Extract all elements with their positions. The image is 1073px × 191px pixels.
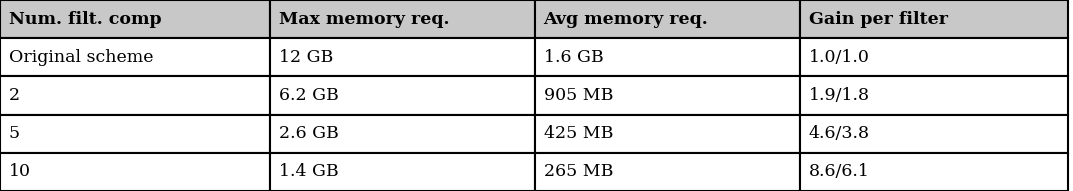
Bar [0,76,270,115]
Text: 2: 2 [9,87,19,104]
Text: 1.6 GB: 1.6 GB [544,49,603,66]
Text: 2.6 GB: 2.6 GB [279,125,338,142]
Bar [0,153,270,191]
Bar [535,115,800,153]
Bar [0,115,270,153]
Bar [800,115,1068,153]
Text: 425 MB: 425 MB [544,125,613,142]
Bar [800,153,1068,191]
Text: 1.4 GB: 1.4 GB [279,163,338,180]
Bar [800,76,1068,115]
Text: 10: 10 [9,163,31,180]
Text: Avg memory req.: Avg memory req. [544,11,708,28]
Bar [800,0,1068,38]
Text: Gain per filter: Gain per filter [809,11,947,28]
Text: 6.2 GB: 6.2 GB [279,87,338,104]
Bar [270,115,535,153]
Bar [800,38,1068,76]
Text: 4.6/3.8: 4.6/3.8 [809,125,869,142]
Text: Max memory req.: Max memory req. [279,11,450,28]
Text: 12 GB: 12 GB [279,49,333,66]
Bar [270,0,535,38]
Bar [270,153,535,191]
Text: 8.6/6.1: 8.6/6.1 [809,163,869,180]
Bar [535,76,800,115]
Text: Num. filt. comp: Num. filt. comp [9,11,161,28]
Text: 1.0/1.0: 1.0/1.0 [809,49,869,66]
Bar [535,153,800,191]
Bar [535,38,800,76]
Text: 265 MB: 265 MB [544,163,613,180]
Bar [270,38,535,76]
Bar [0,38,270,76]
Text: 5: 5 [9,125,19,142]
Text: Original scheme: Original scheme [9,49,153,66]
Bar [0,0,270,38]
Bar [535,0,800,38]
Text: 905 MB: 905 MB [544,87,613,104]
Text: 1.9/1.8: 1.9/1.8 [809,87,869,104]
Bar [270,76,535,115]
